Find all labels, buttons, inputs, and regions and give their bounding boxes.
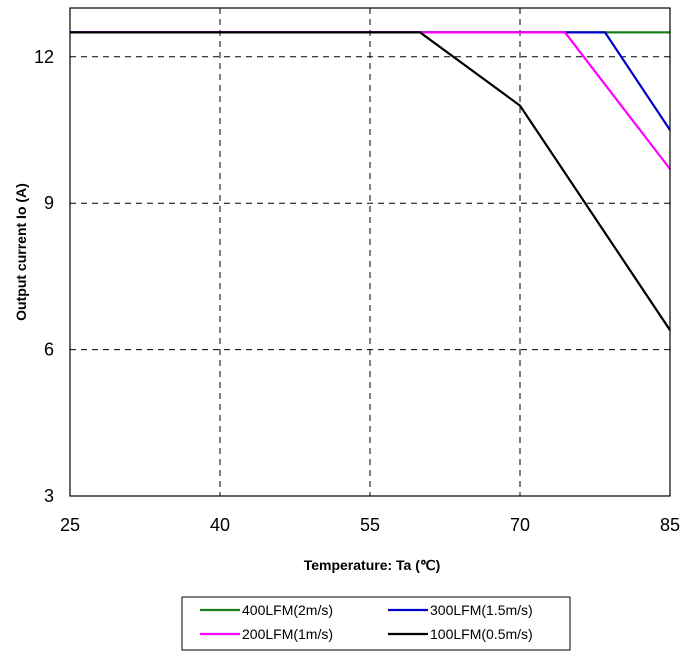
legend-box xyxy=(181,596,571,651)
x-tick-label: 85 xyxy=(660,515,680,535)
grid-lines xyxy=(70,8,670,496)
legend-label: 300LFM(1.5m/s) xyxy=(430,602,533,618)
x-tick-label: 55 xyxy=(360,515,380,535)
y-tick-labels: 3 6 9 12 xyxy=(34,47,54,506)
x-tick-label: 25 xyxy=(60,515,80,535)
y-tick-label: 9 xyxy=(44,193,54,213)
x-axis-title: Temperature: Ta (℃) xyxy=(304,557,441,573)
y-tick-label: 12 xyxy=(34,47,54,67)
y-axis-title: Output current Io (A) xyxy=(13,183,29,321)
legend-label: 400LFM(2m/s) xyxy=(242,602,333,618)
y-tick-label: 6 xyxy=(44,340,54,360)
series-line-1 xyxy=(70,31,671,131)
x-tick-label: 70 xyxy=(510,515,530,535)
y-tick-label: 3 xyxy=(44,486,54,506)
series-line-3 xyxy=(70,31,671,331)
x-tick-label: 40 xyxy=(210,515,230,535)
legend-label: 200LFM(1m/s) xyxy=(242,626,333,642)
legend-label: 100LFM(0.5m/s) xyxy=(430,626,533,642)
legend: 400LFM(2m/s) 300LFM(1.5m/s) 200LFM(1m/s) 10… xyxy=(181,596,571,651)
x-tick-labels: 25 40 55 70 85 xyxy=(60,515,680,535)
series-lines xyxy=(70,31,671,331)
plot-area-frame xyxy=(69,7,671,497)
